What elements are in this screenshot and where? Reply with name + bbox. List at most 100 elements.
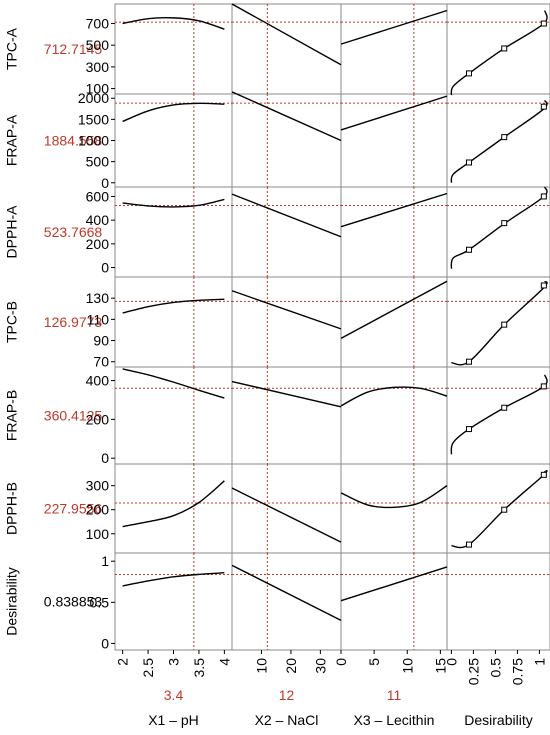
curve-DPPH-A-NaCl [231,193,342,238]
row-value-FRAP-A: 1884.558 [44,133,103,149]
xtick-label-Lecithin-0: 0 [333,658,349,666]
ytick-label-DPPH-A-3: 600 [86,188,110,204]
xtick-label-pH-4: 4 [216,658,232,666]
panel-frame-DPPH-B-Lecithin [340,463,448,554]
panel-frame-DPPH-B-NaCl [231,463,342,554]
ytick-label-FRAP-A-2: 1000 [78,133,109,149]
desirability-marker-TPC-B-2 [540,282,547,289]
curve-TPC-A-Lecithin [340,9,448,45]
curve-DPPH-B-Desirability [451,470,548,549]
desirability-marker-FRAP-A-2 [540,103,547,110]
ytick-label-FRAP-A-4: 2000 [78,90,109,106]
panel-frame-FRAP-A-NaCl [231,93,342,188]
panel-frame-TPC-A-Desirability [446,3,550,95]
xtick-label-Lecithin-3: 15 [432,658,448,674]
curve-FRAP-A-NaCl [231,91,342,142]
desirability-marker-DPPH-B-1 [501,506,508,513]
row-value-TPC-B: 126.9773 [44,314,103,330]
curve-TPC-B-Desirability [451,280,548,366]
xtick-label-NaCl-2: 30 [312,658,328,674]
desirability-marker-FRAP-A-0 [466,159,473,166]
desirability-marker-DPPH-A-1 [501,220,508,227]
ytick-label-DPPH-B-1: 200 [86,502,110,518]
ytick-label-DPPH-B-2: 300 [86,478,110,494]
desirability-marker-FRAP-B-2 [540,383,547,390]
desirability-marker-DPPH-B-2 [540,471,547,478]
desirability-marker-DPPH-B-0 [466,541,473,548]
curve-TPC-A-NaCl [231,3,342,66]
current-value-pH: 3.4 [164,687,184,703]
xtick-label-Desirability-0: 0 [443,658,459,666]
ytick-label-Desirability-1: 0.5 [90,594,110,610]
desirability-marker-TPC-A-0 [466,70,473,77]
row-label-TPC-B: TPC-B [4,301,20,343]
curve-TPC-B-Lecithin [340,280,448,340]
panel-frame-FRAP-B-Lecithin [340,366,448,465]
curve-DPPH-B-Lecithin [340,485,448,509]
ytick-label-FRAP-A-1: 500 [86,154,110,170]
curve-Desirability-NaCl [231,564,342,622]
current-value-NaCl: 12 [279,687,295,703]
panel-frame-DPPH-A-Lecithin [340,186,448,278]
xtick-label-Lecithin-1: 5 [366,658,382,666]
ytick-label-FRAP-A-3: 1500 [78,111,109,127]
curve-FRAP-A-pH [122,102,225,123]
column-label-pH: X1 – pH [148,712,199,728]
curve-DPPH-B-pH [122,480,225,528]
row-value-TPC-A: 712.7145 [44,41,103,57]
panel-frame-Desirability-NaCl [231,552,342,651]
xtick-label-pH-0: 2 [115,658,131,666]
panel-frame-FRAP-B-NaCl [231,366,342,465]
row-value-DPPH-A: 523.7668 [44,224,103,240]
row-value-FRAP-B: 360.4125 [44,408,103,424]
xtick-label-pH-1: 2.5 [140,658,156,678]
ytick-label-FRAP-B-1: 200 [86,411,110,427]
curve-TPC-A-pH [122,17,225,30]
desirability-marker-DPPH-A-2 [540,193,547,200]
curve-FRAP-B-Lecithin [340,386,448,407]
ytick-label-Desirability-2: 1 [101,553,109,569]
xtick-label-pH-3: 3.5 [191,658,207,678]
panel-frame-DPPH-A-Desirability [446,186,550,278]
curve-TPC-B-NaCl [231,290,342,330]
curve-Desirability-pH [122,572,225,587]
curve-Desirability-Lecithin [340,566,448,602]
panel-frame-Desirability-Lecithin [340,552,448,651]
panel-frame-FRAP-A-pH [114,93,233,188]
curve-DPPH-A-Desirability [450,186,548,269]
ytick-label-Desirability-0: 0 [101,635,109,651]
ytick-label-TPC-B-0: 70 [93,354,109,370]
row-label-FRAP-A: FRAP-A [4,114,20,166]
xtick-label-Desirability-2: 0.5 [487,658,503,678]
curve-DPPH-A-Lecithin [340,192,448,228]
panel-frame-TPC-B-NaCl [231,276,342,368]
ytick-label-DPPH-A-2: 400 [86,212,110,228]
xtick-label-Desirability-4: 1 [531,658,547,666]
panel-frame-Desirability-pH [114,552,233,651]
row-label-DPPH-A: DPPH-A [4,205,20,259]
panel-frame-TPC-A-Lecithin [340,3,448,95]
ytick-label-FRAP-A-0: 0 [101,175,109,191]
xtick-label-NaCl-0: 10 [253,658,269,674]
desirability-marker-TPC-A-2 [540,20,547,27]
xtick-label-NaCl-1: 20 [283,658,299,674]
curve-FRAP-B-pH [122,368,225,399]
ytick-label-TPC-A-1: 300 [86,59,110,75]
xtick-label-Lecithin-2: 10 [399,658,415,674]
desirability-marker-FRAP-B-0 [466,426,473,433]
curve-FRAP-B-Desirability [450,374,548,455]
panel-frame-DPPH-B-pH [114,463,233,554]
xtick-label-Desirability-1: 0.25 [465,658,481,685]
desirability-marker-TPC-A-1 [501,45,508,52]
curve-FRAP-A-Desirability [450,100,548,183]
curve-DPPH-B-NaCl [231,487,342,543]
panel-frame-Desirability-Desirability [446,552,550,651]
ytick-label-DPPH-A-0: 0 [101,260,109,276]
ytick-label-TPC-B-2: 110 [87,311,110,327]
curve-DPPH-A-pH [122,198,225,208]
row-label-FRAP-B: FRAP-B [4,390,20,441]
column-label-Lecithin: X3 – Lecithin [354,712,435,728]
desirability-marker-FRAP-A-1 [501,134,508,141]
current-value-Lecithin: 11 [387,687,402,703]
